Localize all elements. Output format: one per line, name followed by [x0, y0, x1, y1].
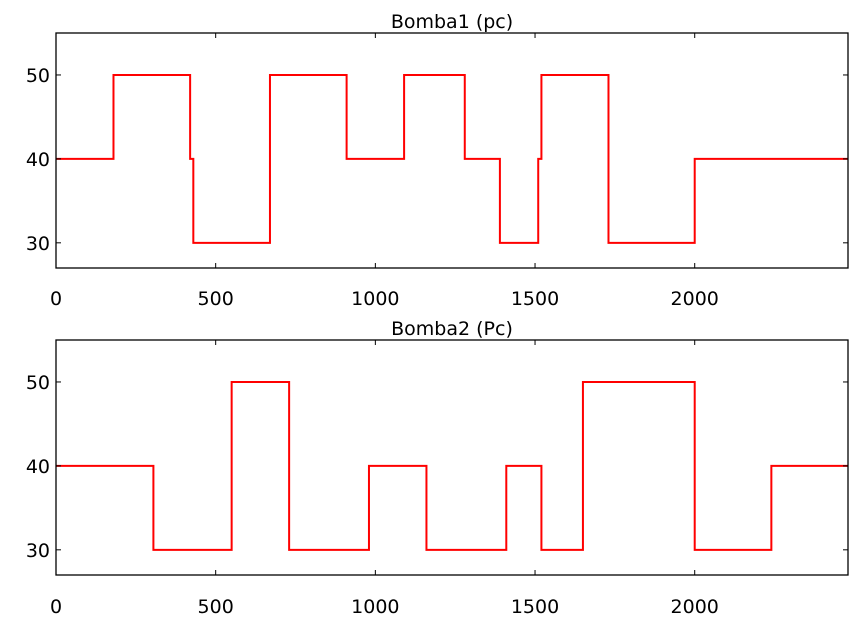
bomba2-x-tick-label: 1500: [511, 596, 559, 618]
bomba2-axes-frame: [55, 339, 849, 576]
bomba1-chart-title: Bomba1 (pc): [391, 11, 513, 33]
bomba2-y-tick-label: 40: [26, 456, 50, 478]
bomba1-y-tick-label: 40: [26, 149, 50, 171]
bomba2-x-tick-label: 0: [50, 596, 62, 618]
bomba1-x-tick-label: 2000: [671, 288, 719, 310]
bomba1-x-tick-label: 1500: [511, 288, 559, 310]
bomba1-x-tick-label: 0: [50, 288, 62, 310]
bomba1-x-tick-label: 1000: [351, 288, 399, 310]
bomba2-x-tick-label: 1000: [351, 596, 399, 618]
bomba1-axes-frame: [55, 32, 849, 269]
bomba1-y-tick-label: 50: [26, 65, 50, 87]
bomba2-y-tick-label: 30: [26, 540, 50, 562]
bomba2-series-line: [56, 380, 848, 551]
bomba2-x-tick-label: 2000: [671, 596, 719, 618]
bomba2-y-tick-label: 50: [26, 372, 50, 394]
chart-panel-bomba2: 0 500 1000 1500 2000 30 40 50 Bomba2 (Pc): [26, 318, 849, 618]
bomba1-series-line: [56, 73, 848, 244]
chart-panel-bomba1: 0 500 1000 1500 2000 30 40 50 Bomba1 (pc): [26, 11, 849, 310]
bomba2-chart-title: Bomba2 (Pc): [391, 318, 513, 340]
bomba2-x-tick-label: 500: [198, 596, 234, 618]
bomba1-x-tick-label: 500: [198, 288, 234, 310]
bomba1-y-tick-label: 30: [26, 233, 50, 255]
